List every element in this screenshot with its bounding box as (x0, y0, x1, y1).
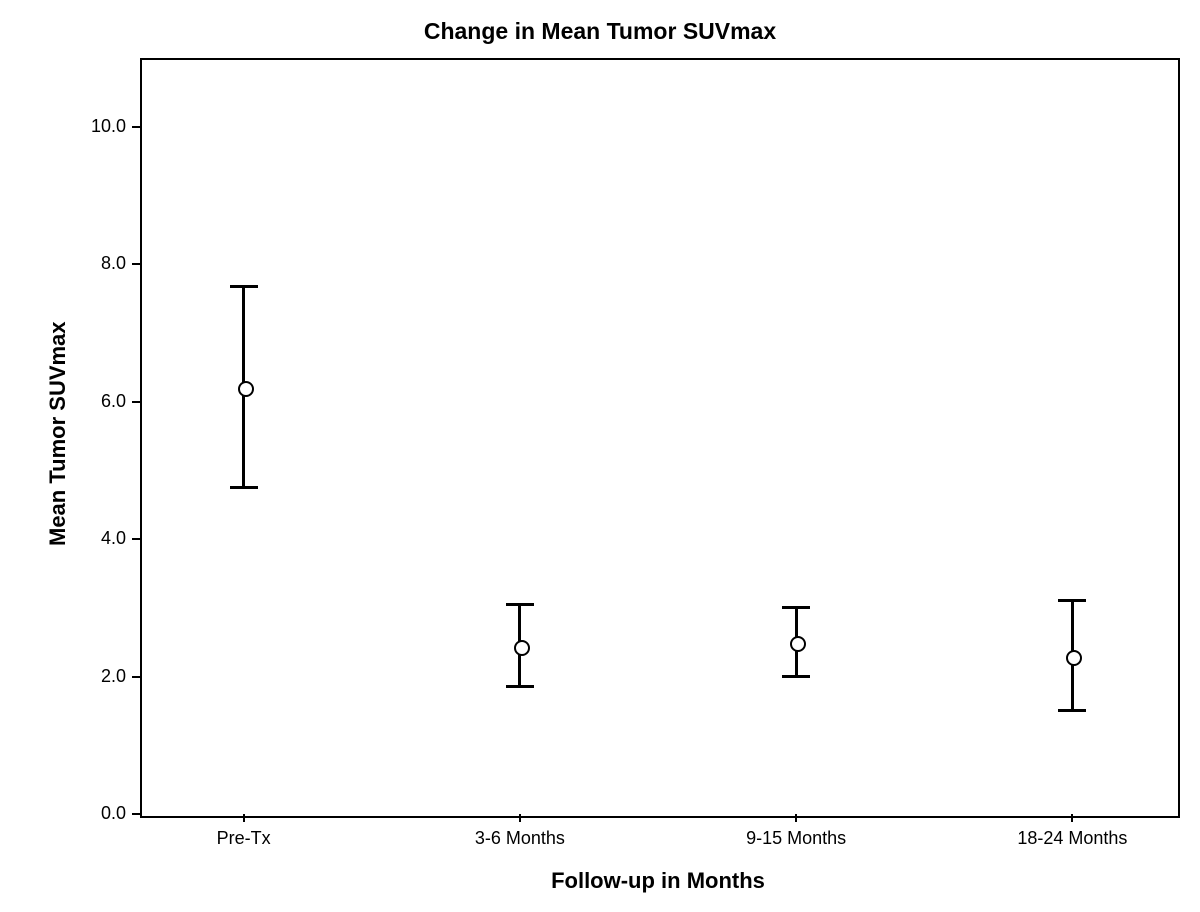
y-tick (132, 813, 140, 815)
x-tick-label: 18-24 Months (992, 828, 1152, 849)
x-tick-label: Pre-Tx (164, 828, 324, 849)
y-tick-label: 8.0 (101, 253, 126, 274)
mean-marker (238, 381, 254, 397)
x-tick (519, 814, 521, 822)
y-tick-label: 0.0 (101, 803, 126, 824)
errorbar-cap-bottom (782, 675, 810, 678)
errorbar-cap-top (782, 606, 810, 609)
y-tick (132, 676, 140, 678)
x-tick (1071, 814, 1073, 822)
y-tick-label: 6.0 (101, 391, 126, 412)
y-tick (132, 126, 140, 128)
mean-marker (514, 640, 530, 656)
chart-title: Change in Mean Tumor SUVmax (0, 18, 1200, 45)
chart-container: Change in Mean Tumor SUVmax Mean Tumor S… (0, 0, 1200, 912)
x-tick-label: 3-6 Months (440, 828, 600, 849)
plot-area (140, 58, 1180, 818)
y-tick (132, 263, 140, 265)
y-tick (132, 538, 140, 540)
y-tick-label: 4.0 (101, 528, 126, 549)
y-tick-label: 2.0 (101, 666, 126, 687)
x-tick-label: 9-15 Months (716, 828, 876, 849)
x-axis-label: Follow-up in Months (140, 868, 1176, 894)
y-axis-label: Mean Tumor SUVmax (45, 321, 71, 546)
errorbar-cap-bottom (1058, 709, 1086, 712)
errorbar-cap-top (230, 285, 258, 288)
errorbar-cap-bottom (230, 486, 258, 489)
errorbar-cap-bottom (506, 685, 534, 688)
errorbar-cap-top (1058, 599, 1086, 602)
x-tick (795, 814, 797, 822)
y-tick (132, 401, 140, 403)
x-tick (243, 814, 245, 822)
errorbar-cap-top (506, 603, 534, 606)
y-tick-label: 10.0 (91, 116, 126, 137)
